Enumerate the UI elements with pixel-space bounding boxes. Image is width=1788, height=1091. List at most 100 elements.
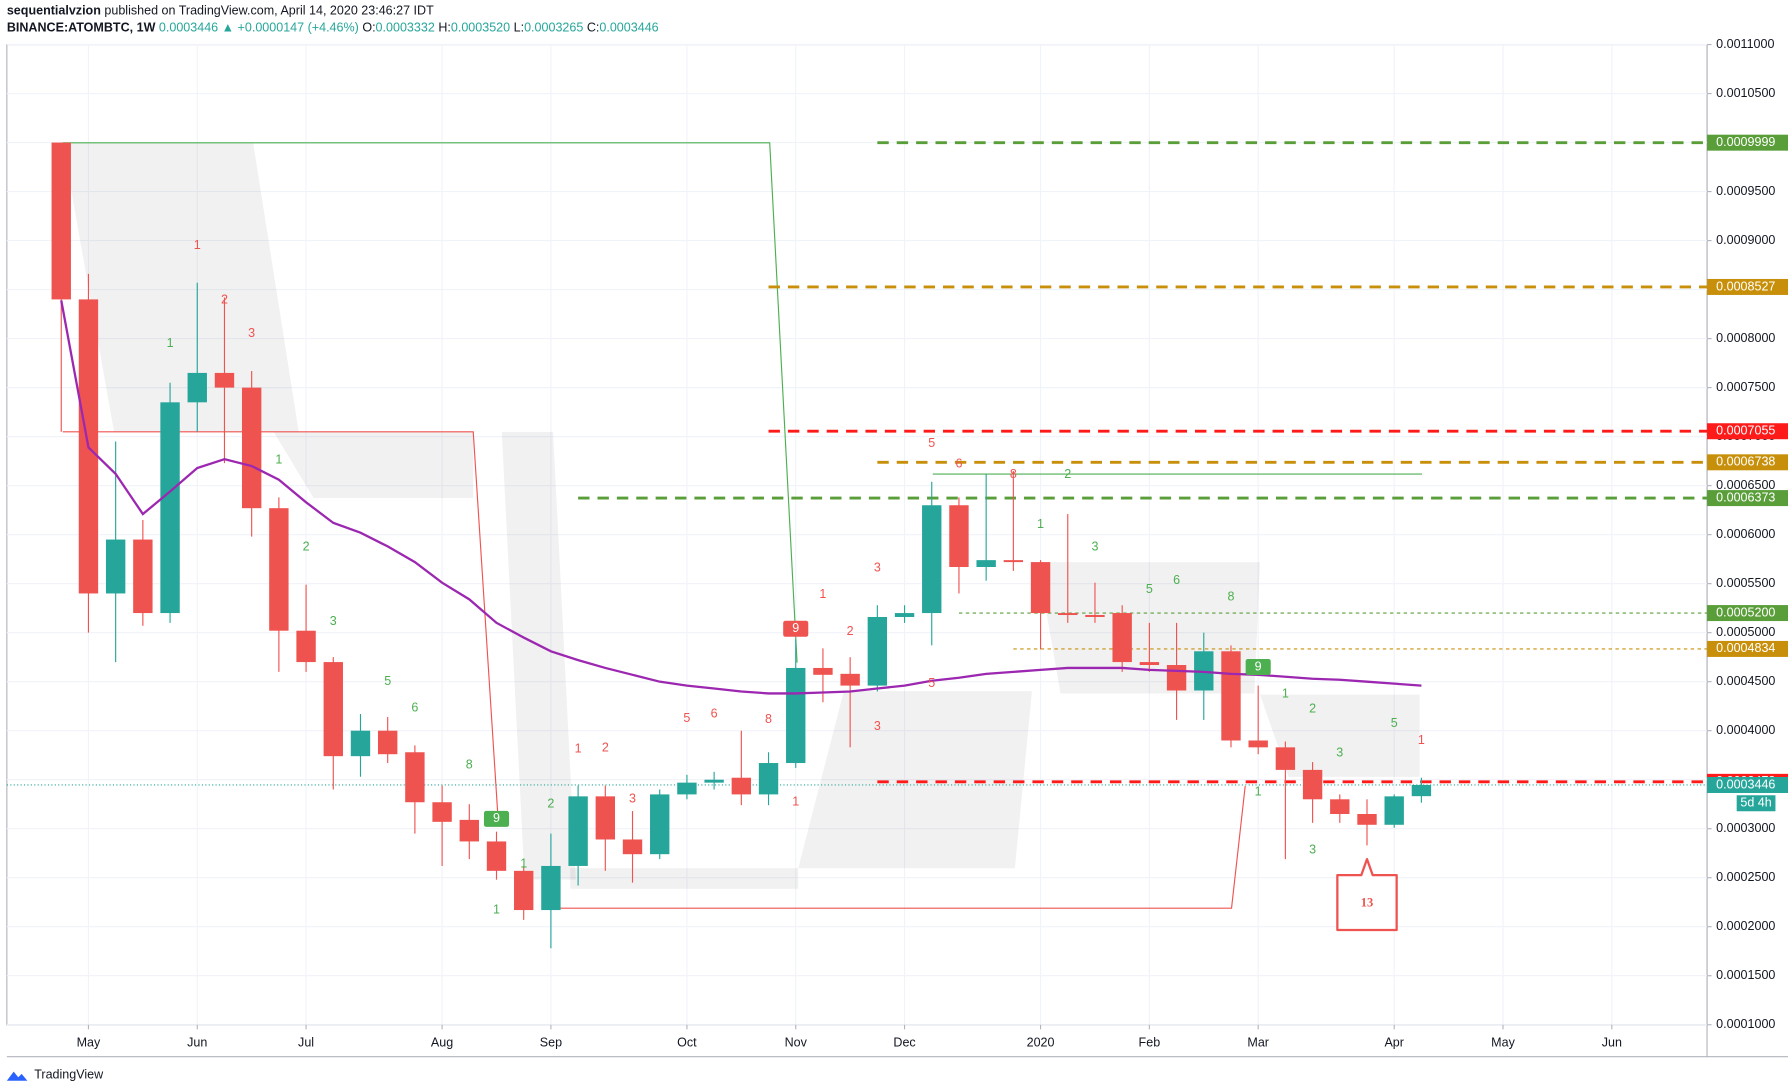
level-label-box	[1707, 490, 1788, 507]
count-label: 1	[1255, 785, 1262, 799]
candle-body	[1248, 740, 1268, 748]
y-tick-label: 0.0006000	[1716, 527, 1775, 541]
brand-logo	[6, 1071, 28, 1081]
y-tick-label: 0.0009500	[1716, 184, 1775, 198]
candle-body	[1058, 613, 1078, 616]
x-tick-label: Nov	[785, 1035, 808, 1049]
candle-body	[187, 372, 207, 403]
candle-body	[1166, 665, 1187, 691]
count-label: 6	[711, 706, 718, 720]
level-label-box	[1707, 640, 1788, 657]
published: published on TradingView.com, April 14, …	[104, 4, 434, 18]
count-box	[783, 620, 809, 637]
x-tick-label: May	[1491, 1035, 1515, 1049]
count-label: 1	[1282, 687, 1289, 701]
zone	[501, 431, 576, 880]
candle-body	[813, 667, 833, 675]
candle-body	[105, 539, 126, 594]
candle-body	[1384, 796, 1404, 825]
support-lines	[62, 142, 1422, 909]
count-label: 1	[792, 795, 799, 809]
candle-body	[1275, 747, 1296, 770]
count-label: 1	[194, 238, 201, 252]
x-tick-label: Aug	[431, 1035, 453, 1049]
candle-body	[241, 387, 262, 509]
count-label: 5	[1391, 716, 1398, 730]
y-tick-label: 0.0010500	[1716, 86, 1775, 100]
candle-body	[541, 865, 561, 911]
level-label: 0.0005200	[1716, 605, 1775, 619]
level-label: 0.0007055	[1716, 424, 1775, 438]
count-label: 9	[1255, 659, 1262, 673]
y-tick-label: 0.0008000	[1716, 331, 1775, 345]
count-label: 3	[1336, 746, 1343, 760]
candle-body	[949, 505, 969, 567]
level-label: 0.0006738	[1716, 455, 1775, 469]
candle-body	[731, 777, 752, 795]
author: sequentialvzion	[7, 4, 101, 18]
y-tick-label: 0.0003000	[1716, 821, 1775, 835]
candle-body	[459, 819, 479, 842]
zone	[273, 431, 474, 499]
x-tick-label: Jun	[187, 1035, 207, 1049]
count-label: 9	[792, 621, 799, 635]
count-label: 8	[765, 712, 772, 726]
last-price-box	[1707, 776, 1788, 793]
level-label: 0.0006373	[1716, 490, 1775, 504]
count-label: 6	[1173, 573, 1180, 587]
zone	[1260, 694, 1420, 777]
y-tick-label: 0.0006500	[1716, 478, 1775, 492]
count-label: 1	[167, 336, 174, 350]
candle-body	[432, 802, 452, 822]
count-label: 6	[955, 456, 962, 470]
candle-body	[595, 796, 616, 840]
candle-body	[160, 402, 180, 614]
level-label-box	[1707, 423, 1788, 440]
y-tick-label: 0.0011000	[1716, 37, 1774, 51]
y-tick-label: 0.0009000	[1716, 233, 1775, 247]
support-line	[62, 431, 499, 823]
level-label-box	[1707, 278, 1788, 295]
ohlc-value: 0.0003446	[599, 21, 658, 35]
candle-body	[133, 539, 153, 614]
candle-body	[840, 673, 860, 686]
brand-name: TradingView	[34, 1067, 104, 1081]
candle-body	[1411, 784, 1432, 797]
count-label: 2	[1064, 467, 1071, 481]
last-price-label: 0.0003446	[1716, 777, 1775, 791]
change: ▲ +0.0000147 (+4.46%)	[222, 21, 359, 35]
candle-body	[1139, 662, 1160, 666]
count-label: 3	[1091, 540, 1098, 554]
candle-body	[51, 142, 71, 300]
ohlc-key: L:	[514, 21, 524, 35]
level-label: 0.0008527	[1716, 279, 1775, 293]
count-label: 8	[1010, 467, 1017, 481]
count-label: 3	[874, 560, 881, 574]
x-tick-label: Apr	[1384, 1035, 1404, 1049]
x-tick-label: Sep	[540, 1035, 562, 1049]
candle-body	[1357, 814, 1377, 825]
layers: 0.0001000 0.0001500 0.0002000 0.0002500 0.00…	[6, 37, 1788, 1049]
x-tick-label: Jul	[298, 1035, 314, 1049]
count-label: 1	[819, 587, 826, 601]
last-price: 0.0003446	[159, 21, 218, 35]
candle-body	[405, 752, 425, 803]
count-label: 1	[575, 742, 582, 756]
count-label: 2	[1309, 701, 1316, 715]
count-label: 8	[1227, 590, 1234, 604]
candle-body	[1030, 562, 1051, 614]
count-label: 1	[1418, 733, 1425, 747]
brand: TradingView	[6, 1067, 104, 1081]
header-line-2: BINANCE:ATOMBTC, 1W 0.0003446 ▲ +0.00001…	[7, 21, 659, 35]
level-label-box	[1707, 134, 1788, 151]
level-label: 0.0004834	[1716, 641, 1775, 655]
candle-body	[1112, 613, 1132, 663]
count-label: 3	[330, 614, 337, 628]
countdown-label: 5d 4h	[1740, 796, 1771, 810]
grid	[6, 43, 1708, 1026]
candle-body	[214, 372, 235, 388]
count-label: 2	[847, 624, 854, 638]
x-tick-label: May	[77, 1035, 101, 1049]
